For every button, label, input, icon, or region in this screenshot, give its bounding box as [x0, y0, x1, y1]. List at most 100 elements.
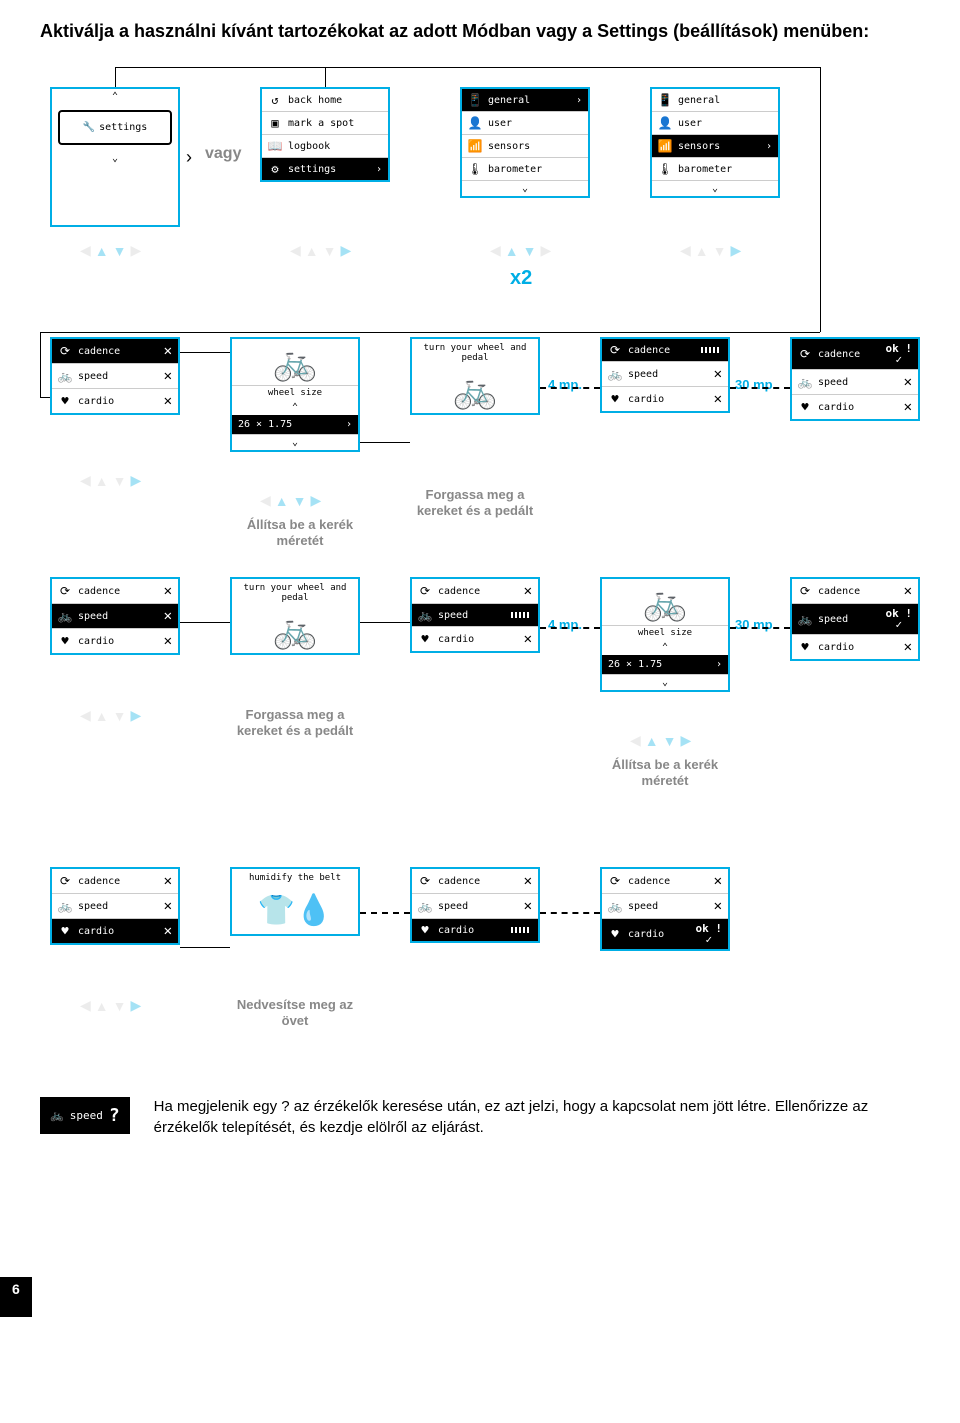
sensor-row: 🚲 speed ✕: [52, 894, 178, 919]
sensor-row: ⟳cadence✕: [52, 869, 178, 894]
cadence-icon: ⟳: [58, 874, 72, 888]
sensor-label: cadence: [818, 586, 860, 597]
phone-icon: 📱: [468, 93, 482, 107]
x-icon: ✕: [904, 374, 912, 390]
dpad-icon: ◀▲▼▶: [80, 997, 141, 1014]
heart-icon: ♥: [608, 927, 622, 941]
heart-icon: ♥: [418, 923, 432, 937]
sensor-row: ♥cardio✕: [52, 919, 178, 943]
connector-line: [360, 622, 410, 623]
sensor-label: cardio: [818, 402, 854, 413]
body-icon: 👕💧: [232, 887, 358, 934]
menu-label: user: [488, 118, 512, 129]
sensor-label: cadence: [628, 876, 670, 887]
wheel-size-label: wheel size: [232, 385, 358, 400]
bike-icon: 🚲: [798, 612, 812, 626]
wheel-size-value: 26 × 1.75›: [232, 415, 358, 435]
page-number: 6: [0, 1277, 32, 1317]
sensor-row: ♥cardio✕: [52, 629, 178, 653]
chev-down-icon: ⌄: [652, 181, 778, 196]
page-title: Aktiválja a használni kívánt tartozékoka…: [40, 20, 920, 43]
delay-label: 30 mp.: [735, 617, 776, 632]
x-icon: ✕: [524, 583, 532, 599]
chev-down-icon: ⌄: [462, 181, 588, 196]
sensor-label: cardio: [628, 929, 664, 940]
bike-icon: 🚲: [58, 899, 72, 913]
screen-sensors-r3-2: ⟳cadence✕ 🚲speed ♥cardio✕: [410, 577, 540, 653]
sensor-row: 🚲speedok !✓: [792, 604, 918, 635]
x-icon: ✕: [714, 898, 722, 914]
connector-line: [180, 622, 230, 623]
screen-turn-wheel-r3: turn your wheel and pedal 🚲: [230, 577, 360, 655]
heart-icon: ♥: [418, 632, 432, 646]
screen-settings-menu-1: 📱general› 👤user 📶sensors 🌡barometer ⌄: [460, 87, 590, 198]
connector-line: [115, 67, 820, 68]
caption-wet-belt: Nedvesítse meg az övet: [230, 997, 360, 1028]
sensor-label: speed: [78, 371, 108, 382]
sensor-row: ⟳cadence: [602, 339, 728, 362]
chevron-right-icon: ›: [346, 419, 352, 430]
bike-icon: 🚲: [232, 339, 358, 385]
settings-label: settings: [99, 122, 147, 133]
delay-label: 4 mp.: [548, 617, 582, 632]
sensor-row: ⟳cadence✕: [602, 869, 728, 894]
sensor-label: cardio: [438, 925, 474, 936]
dpad-icon: ◀▲▼▶: [630, 732, 691, 749]
bike-icon: 🚲: [608, 367, 622, 381]
sensor-row: ♥ cardio: [412, 919, 538, 941]
menu-label: general: [488, 95, 530, 106]
chevron-right-icon: ›: [186, 147, 192, 168]
x-icon: ✕: [164, 343, 172, 359]
speed-question-badge: 🚲 speed ?: [40, 1097, 130, 1134]
connector-dash: [540, 912, 600, 914]
menu-label: sensors: [488, 141, 530, 152]
heart-icon: ♥: [608, 392, 622, 406]
sensor-row: ⟳cadenceok !✓: [792, 339, 918, 370]
caption-rotate: Forgassa meg a kereket és a pedált: [230, 707, 360, 738]
menu-item: 📶 sensors: [462, 135, 588, 158]
screen-sensors-r3-3: ⟳cadence✕ 🚲speedok !✓ ♥cardio✕: [790, 577, 920, 661]
wifi-icon: 📶: [468, 139, 482, 153]
sensor-label: speed: [438, 901, 468, 912]
sensor-row: ⟳cadence✕: [52, 579, 178, 604]
cadence-icon: ⟳: [418, 584, 432, 598]
connector-line: [40, 332, 820, 333]
chevron-right-icon: ›: [576, 95, 582, 106]
sensor-row: 🚲speed: [412, 604, 538, 627]
bike-icon: 🚲: [418, 899, 432, 913]
menu-item: 📖logbook: [262, 135, 388, 158]
sensor-label: cadence: [78, 346, 120, 357]
speed-label: speed: [70, 1109, 103, 1122]
chevron-right-icon: ›: [766, 141, 772, 152]
sensor-row: ♥cardiook !✓: [602, 919, 728, 949]
x-icon: ✕: [164, 898, 172, 914]
barometer-icon: 🌡: [468, 162, 482, 176]
chev-up-icon: ⌃: [232, 400, 358, 415]
delay-label: 30 mp.: [735, 377, 776, 392]
x-icon: ✕: [164, 368, 172, 384]
sensor-label: speed: [628, 369, 658, 380]
connector-dash: [540, 627, 600, 629]
gear-icon: ⚙: [268, 162, 282, 176]
x-icon: ✕: [524, 873, 532, 889]
sensor-row: ♥cardio✕: [602, 387, 728, 411]
book-icon: 📖: [268, 139, 282, 153]
sensor-label: cardio: [818, 642, 854, 653]
connector-dash: [730, 387, 790, 389]
heart-icon: ♥: [58, 634, 72, 648]
screen-main-menu: ↺back home ▣mark a spot 📖logbook ⚙settin…: [260, 87, 390, 182]
phone-icon: 📱: [658, 93, 672, 107]
connector-dash: [360, 912, 410, 914]
x-icon: ✕: [714, 366, 722, 382]
x-icon: ✕: [524, 898, 532, 914]
x-icon: ✕: [524, 631, 532, 647]
x-icon: ✕: [164, 923, 172, 939]
menu-label: barometer: [678, 164, 732, 175]
dpad-icon: ◀▲▼▶: [80, 707, 141, 724]
dpad-icon: ◀▲▼▶: [490, 242, 551, 259]
x-icon: ✕: [714, 873, 722, 889]
sensor-label: speed: [78, 901, 108, 912]
chev-down-icon: ⌄: [602, 675, 728, 690]
x-icon: ✕: [904, 399, 912, 415]
menu-label: back home: [288, 95, 342, 106]
